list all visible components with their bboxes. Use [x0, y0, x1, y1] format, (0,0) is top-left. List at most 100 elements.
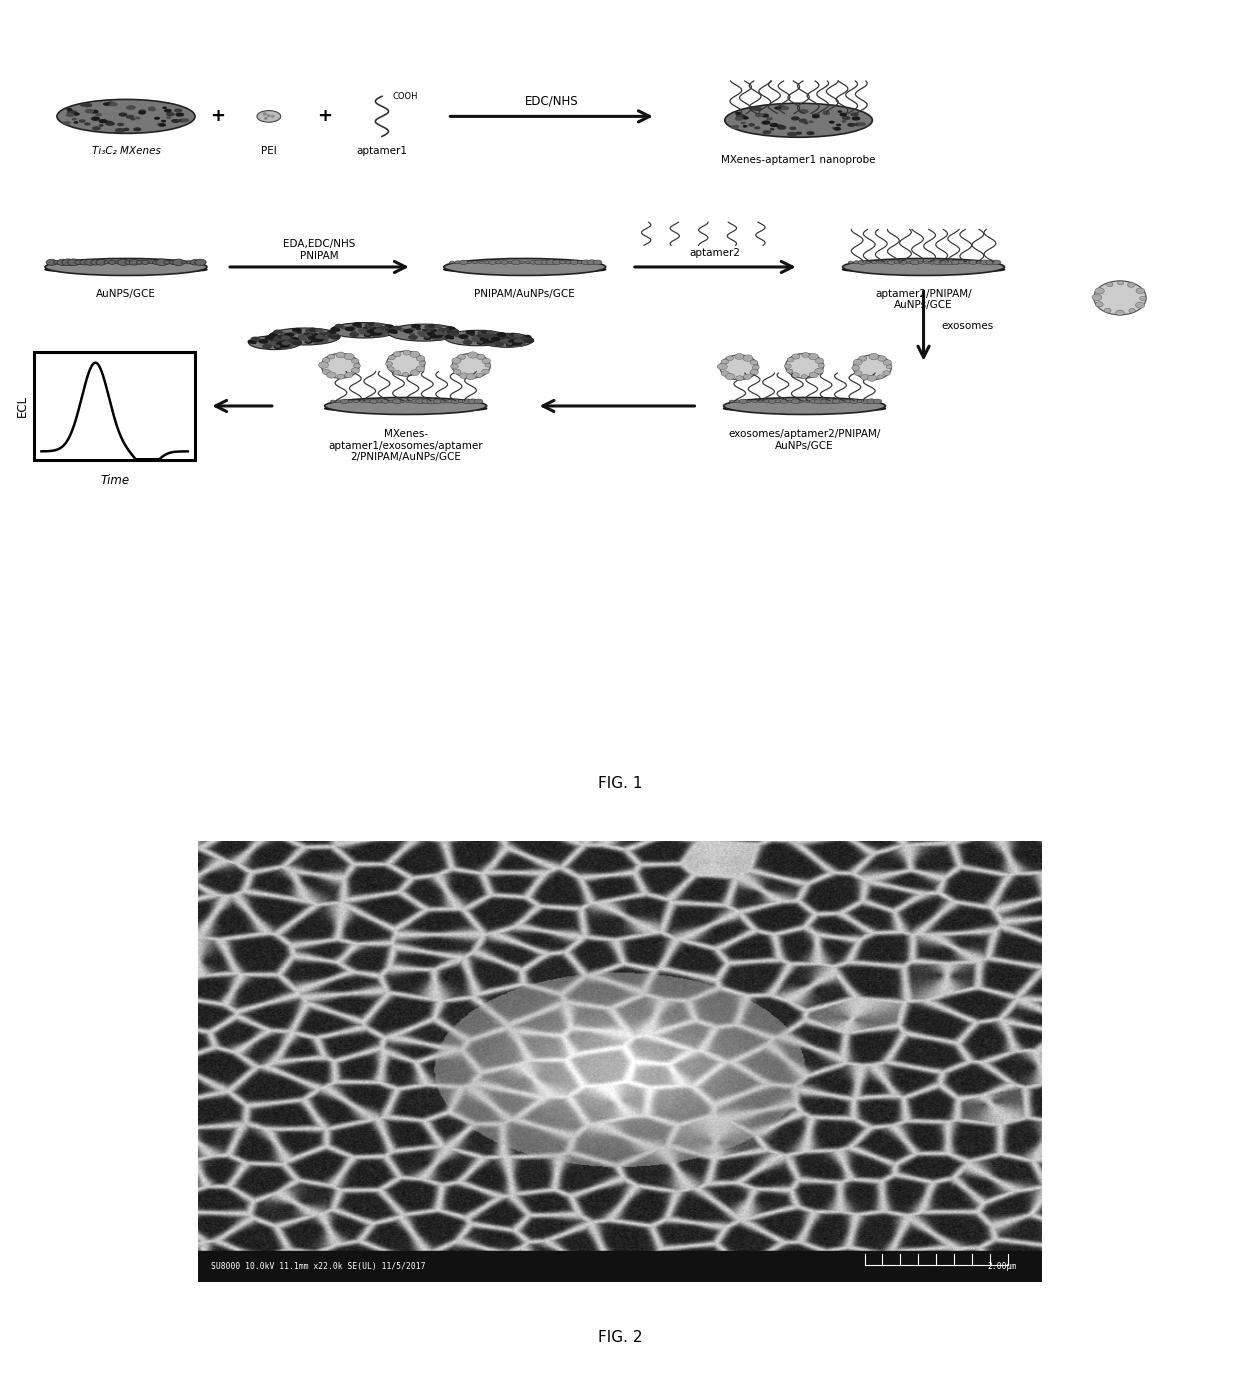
Ellipse shape — [458, 400, 464, 403]
Ellipse shape — [410, 400, 418, 403]
Ellipse shape — [940, 261, 949, 265]
Ellipse shape — [487, 331, 494, 334]
Ellipse shape — [522, 335, 531, 339]
Ellipse shape — [777, 125, 786, 130]
Ellipse shape — [277, 342, 285, 346]
Ellipse shape — [444, 266, 605, 273]
Ellipse shape — [878, 356, 887, 361]
Ellipse shape — [275, 345, 279, 348]
Text: MXenes-aptamer1 nanoprobe: MXenes-aptamer1 nanoprobe — [722, 154, 875, 165]
Text: PEI: PEI — [260, 146, 277, 156]
Ellipse shape — [272, 116, 274, 117]
Ellipse shape — [270, 343, 277, 346]
Ellipse shape — [290, 339, 299, 343]
Ellipse shape — [800, 119, 806, 123]
Ellipse shape — [412, 325, 415, 327]
Ellipse shape — [319, 336, 325, 339]
Ellipse shape — [417, 328, 420, 330]
Ellipse shape — [308, 336, 311, 338]
Ellipse shape — [299, 335, 306, 338]
Ellipse shape — [577, 261, 583, 263]
Ellipse shape — [815, 368, 823, 374]
Ellipse shape — [419, 334, 425, 336]
Ellipse shape — [853, 354, 892, 379]
Ellipse shape — [274, 330, 281, 334]
Ellipse shape — [126, 106, 135, 109]
Bar — [198, 1251, 1042, 1282]
Ellipse shape — [763, 131, 770, 134]
Ellipse shape — [512, 343, 521, 346]
Ellipse shape — [264, 343, 269, 345]
Ellipse shape — [494, 338, 500, 341]
Ellipse shape — [327, 335, 334, 336]
Ellipse shape — [268, 114, 270, 116]
Ellipse shape — [485, 339, 495, 343]
Ellipse shape — [450, 331, 454, 332]
Ellipse shape — [508, 261, 512, 263]
Ellipse shape — [141, 261, 149, 265]
Ellipse shape — [503, 341, 510, 343]
Ellipse shape — [454, 370, 461, 374]
Ellipse shape — [510, 336, 516, 338]
Ellipse shape — [502, 341, 507, 342]
Ellipse shape — [521, 336, 526, 339]
Ellipse shape — [481, 338, 489, 341]
Ellipse shape — [951, 261, 960, 265]
Ellipse shape — [791, 399, 800, 404]
Ellipse shape — [335, 324, 343, 328]
Ellipse shape — [288, 343, 294, 345]
Ellipse shape — [172, 259, 185, 266]
Text: aptamer2: aptamer2 — [689, 248, 740, 258]
Text: MXenes-
aptamer1/exosomes/aptamer
2/PNIPAM/AuNPs/GCE: MXenes- aptamer1/exosomes/aptamer 2/PNIP… — [329, 429, 484, 462]
Ellipse shape — [858, 261, 867, 265]
Ellipse shape — [312, 334, 317, 335]
Ellipse shape — [350, 327, 356, 330]
Ellipse shape — [419, 361, 425, 365]
Ellipse shape — [489, 336, 494, 339]
Ellipse shape — [156, 259, 167, 266]
Ellipse shape — [172, 120, 179, 123]
Ellipse shape — [278, 343, 285, 348]
Ellipse shape — [388, 330, 397, 332]
Ellipse shape — [430, 335, 436, 336]
Ellipse shape — [115, 261, 120, 263]
Ellipse shape — [326, 372, 336, 378]
Ellipse shape — [252, 338, 259, 341]
Ellipse shape — [382, 331, 387, 332]
Ellipse shape — [378, 331, 383, 332]
Ellipse shape — [417, 356, 425, 361]
Ellipse shape — [1092, 294, 1102, 301]
Ellipse shape — [412, 338, 415, 339]
Ellipse shape — [63, 121, 69, 124]
Ellipse shape — [477, 342, 484, 345]
Ellipse shape — [190, 259, 200, 265]
Ellipse shape — [383, 327, 388, 328]
Ellipse shape — [195, 259, 206, 266]
Text: aptamer1: aptamer1 — [356, 146, 408, 156]
Text: aptamer2/PNIPAM/
AuNPs/GCE: aptamer2/PNIPAM/ AuNPs/GCE — [875, 288, 972, 310]
Ellipse shape — [321, 341, 325, 343]
Ellipse shape — [372, 334, 381, 336]
Ellipse shape — [314, 341, 322, 343]
Ellipse shape — [264, 117, 267, 119]
Ellipse shape — [388, 367, 394, 371]
Ellipse shape — [732, 125, 738, 128]
Ellipse shape — [515, 334, 521, 336]
Ellipse shape — [480, 335, 489, 338]
Ellipse shape — [330, 335, 340, 339]
Ellipse shape — [463, 334, 470, 336]
Ellipse shape — [799, 400, 804, 403]
Ellipse shape — [959, 261, 965, 263]
Ellipse shape — [507, 343, 512, 345]
Ellipse shape — [310, 338, 317, 342]
Ellipse shape — [467, 399, 477, 404]
Ellipse shape — [508, 334, 517, 336]
Ellipse shape — [289, 339, 294, 341]
Ellipse shape — [513, 341, 522, 345]
Ellipse shape — [830, 121, 833, 123]
Ellipse shape — [265, 336, 270, 338]
Ellipse shape — [470, 334, 475, 335]
Ellipse shape — [310, 328, 316, 331]
Ellipse shape — [467, 352, 477, 359]
Ellipse shape — [283, 342, 290, 345]
